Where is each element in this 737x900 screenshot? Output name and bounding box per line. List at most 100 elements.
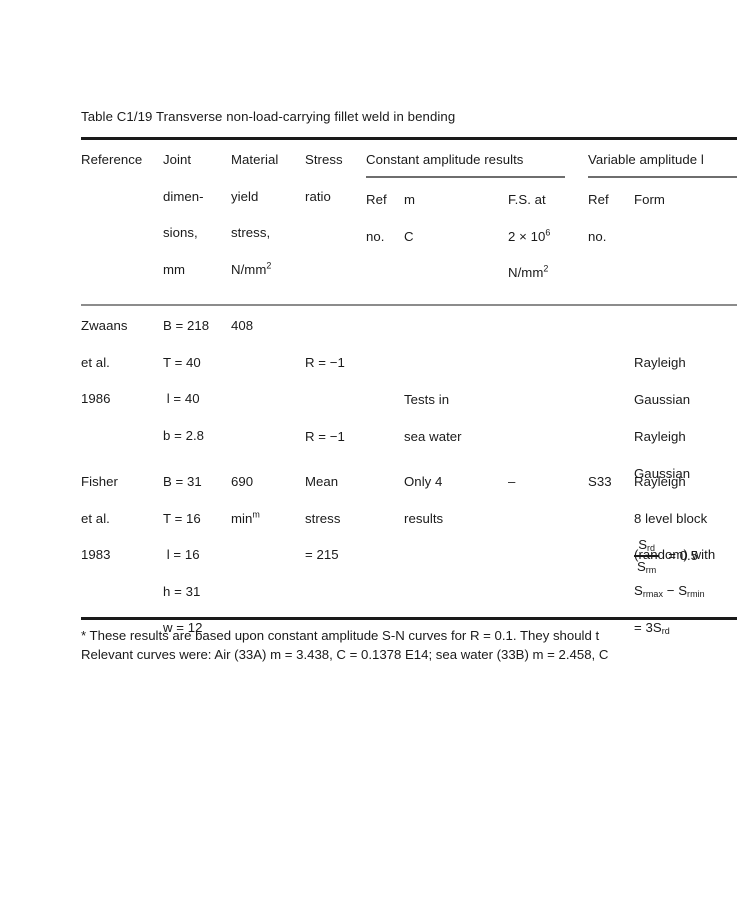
header-variable-amplitude: Variable amplitude l (588, 152, 704, 167)
fraction-denominator-subscript: rm (645, 564, 657, 575)
row2-va-range-expression: Srmax − Srmin = 3Srd (634, 582, 705, 637)
header-stress-ratio: Stress ratio (305, 151, 343, 206)
table-row: Fisher et al. 1983 (81, 473, 118, 564)
footnote-line-1: * These results are based upon constant … (81, 628, 600, 643)
multiplication-sign-icon: × (519, 228, 527, 244)
row1-reference-line-3: 1986 (81, 391, 111, 407)
header-ca-m: m (404, 192, 416, 207)
header-material-line-2: yield (231, 188, 259, 204)
row1-joint-dimensions: B = 218 T = 40 l = 40 b = 2.8 (163, 317, 209, 445)
constant-amplitude-group-rule (366, 176, 565, 178)
row1-reference-line-2: et al. (81, 354, 110, 370)
row2-dim-line-2: T = 16 (163, 510, 201, 526)
table-top-rule (81, 137, 737, 140)
header-joint-dimensions: Joint dimen- sions, mm (163, 151, 204, 279)
header-joint-line-2: dimen- (163, 188, 204, 204)
row2-stress-line-2: stress (305, 510, 341, 526)
row2-va-rmax-subscript: rmax (642, 588, 663, 599)
header-ca-fs-unit-exponent: 2 (543, 263, 549, 274)
row1-ca-results-note: Tests in sea water (404, 391, 462, 446)
row2-reference-line-1: Fisher (81, 474, 118, 489)
fraction: Srd Srm (634, 537, 660, 575)
row2-va-rmin-subscript: rmin (687, 588, 705, 599)
header-joint-line-4: mm (163, 261, 186, 277)
row1-reference-line-1: Zwaans (81, 318, 128, 333)
row2-ca-results: Only 4 results (404, 473, 443, 528)
row1-dim-line-2: T = 40 (163, 354, 201, 370)
header-ca-fs-line-1: F.S. at (508, 192, 546, 207)
header-ca-fatigue-strength: F.S. at 2 × 106 N/mm2 (508, 191, 550, 282)
header-ca-fs-cycles-exponent: 6 (545, 227, 551, 238)
fraction-bar (634, 555, 660, 557)
row2-va-ref-no: S33 (588, 474, 612, 489)
row2-dim-line-1: B = 31 (163, 474, 202, 489)
header-material-line-4: N/mm2 (231, 260, 272, 277)
row2-va-range-line-1: Srmax − Srmin (634, 583, 705, 599)
row2-va-range-line-2: = 3Srd (634, 619, 670, 636)
header-body-separator-rule (81, 304, 737, 306)
row2-va-form-line-3: (random) with (634, 547, 716, 563)
row2-material-line-1: 690 (231, 474, 254, 489)
row2-dim-line-5: w = 12 (163, 620, 203, 636)
row1-dim-line-3: l = 40 (163, 391, 200, 407)
header-stress-ratio-line-2: ratio (305, 188, 331, 204)
row2-ca-results-line-1: Only 4 (404, 474, 443, 489)
row2-va-form-line-1: Rayleigh (634, 474, 686, 489)
header-joint-line-3: sions, (163, 225, 198, 241)
header-ca-ref: Ref (366, 192, 387, 207)
row2-material-yield-stress: 690 minm (231, 473, 260, 528)
header-va-form: Form (634, 192, 665, 207)
row1-va-form-1: Rayleigh Gaussian (634, 354, 690, 409)
row2-stress-line-1: Mean (305, 474, 339, 489)
header-ca-fs-line-3: N/mm2 (508, 263, 549, 281)
row2-ca-results-line-2: results (404, 510, 444, 526)
fraction-numerator-subscript: rd (647, 542, 656, 553)
table-bottom-rule (81, 617, 737, 620)
row1-ca-note-line-1: Tests in (404, 392, 450, 407)
header-constant-amplitude-results: Constant amplitude results (366, 152, 524, 167)
row2-reference-line-3: 1983 (81, 547, 111, 563)
footnote-line-2: Relevant curves were: Air (33A) m = 3.43… (81, 647, 609, 662)
row1-stress-ratio-2: R = −1 (305, 429, 345, 444)
row2-va-form: Rayleigh 8 level block (random) with (634, 473, 715, 564)
header-ca-fs-line-2: 2 × 106 (508, 227, 551, 244)
row2-stress-ratio: Mean stress = 215 (305, 473, 340, 564)
header-material-line-1: Material (231, 152, 279, 167)
row2-va-stress-ratio-fraction: Srd Srm = 0.5 (634, 537, 698, 575)
header-va-ref-no: Ref no. (588, 191, 609, 246)
row1-dim-line-4: b = 2.8 (163, 427, 205, 443)
row1-va-form1-line-2: Gaussian (634, 391, 691, 407)
header-reference: Reference (81, 152, 143, 167)
row2-dim-line-4: h = 31 (163, 583, 201, 599)
fraction-equals-value: = 0.5 (668, 548, 698, 564)
header-joint-line-1: Joint (163, 152, 192, 167)
row1-va-form2-line-1: Rayleigh (634, 429, 686, 444)
row2-stress-line-3: = 215 (305, 547, 339, 563)
row1-va-form2-line-2: Gaussian (634, 465, 691, 481)
row1-va-form1-line-1: Rayleigh (634, 355, 686, 370)
header-ca-m-c: m C (404, 191, 415, 246)
row2-material-line-2: minm (231, 509, 260, 526)
header-material-unit-exponent: 2 (266, 260, 272, 271)
table-caption: Table C1/19 Transverse non-load-carrying… (81, 109, 456, 124)
row2-material-minimum-marker: m (252, 509, 260, 520)
row1-material-yield-stress: 408 (231, 318, 254, 333)
fraction-numerator: Srd (638, 537, 656, 553)
header-material-yield-stress: Material yield stress, N/mm2 (231, 151, 278, 279)
row1-stress-ratio-1: R = −1 (305, 355, 345, 370)
fraction-denominator: Srm (637, 558, 657, 575)
row1-ca-note-line-2: sea water (404, 428, 462, 444)
row2-va-rd-subscript: rd (661, 625, 670, 636)
header-ca-c: C (404, 228, 414, 244)
row2-va-form-line-2: 8 level block (634, 510, 708, 526)
header-ca-ref-no: Ref no. (366, 191, 387, 246)
header-va-no: no. (588, 228, 607, 244)
header-ca-no: no. (366, 228, 385, 244)
row2-dim-line-3: l = 16 (163, 547, 200, 563)
header-stress-ratio-line-1: Stress (305, 152, 343, 167)
row1-va-form-2: Rayleigh Gaussian (634, 428, 690, 483)
header-va-ref: Ref (588, 192, 609, 207)
row1-dim-line-1: B = 218 (163, 318, 210, 333)
table-row: Zwaans et al. 1986 (81, 317, 127, 408)
